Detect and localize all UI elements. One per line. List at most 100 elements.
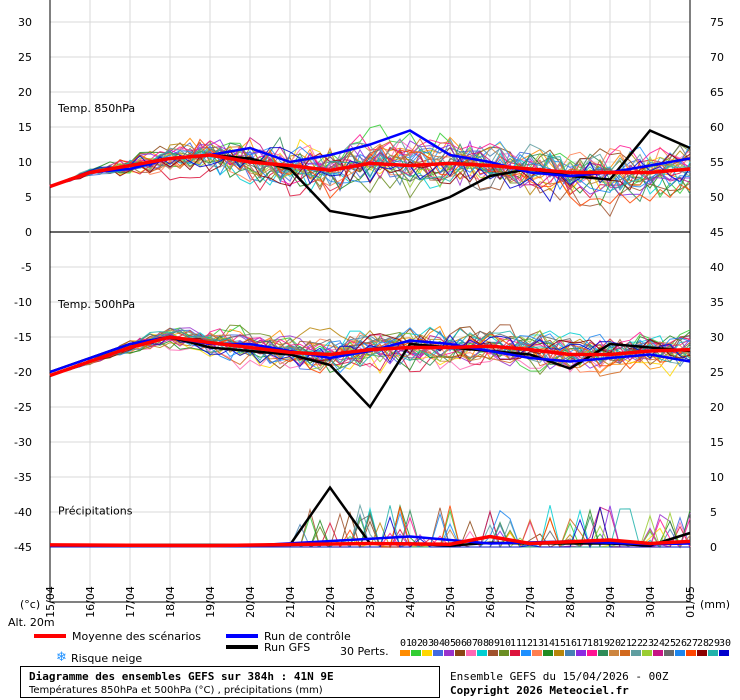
perturbation-id-label: 06	[455, 638, 467, 649]
perturbation-color-chip	[565, 650, 575, 656]
right-unit-label: (mm)	[700, 598, 730, 611]
perturbation-id-label: 20	[609, 638, 621, 649]
right-tick-label: 45	[710, 226, 724, 239]
perturbation-id-label: 21	[620, 638, 632, 649]
perturbation-color-chip	[499, 650, 509, 656]
right-tick-label: 0	[710, 541, 717, 554]
left-tick-label: -30	[14, 436, 32, 449]
perturbation-color-chip	[576, 650, 586, 656]
perturbation-id-label: 25	[664, 638, 676, 649]
perturbation-id-label: 22	[631, 638, 643, 649]
footer-subtitle: Températures 850hPa et 500hPa (°C) , pré…	[29, 685, 323, 696]
perturbation-14-t850	[49, 151, 691, 207]
left-tick-label: -35	[14, 471, 32, 484]
perturbation-id-label: 18	[587, 638, 599, 649]
left-tick-label: 5	[25, 191, 32, 204]
right-tick-label: 55	[710, 156, 724, 169]
left-tick-label: 15	[18, 121, 32, 134]
legend-gfs-label: Run GFS	[264, 641, 311, 654]
footer-title-box: Diagramme des ensembles GEFS sur 384h : …	[20, 666, 440, 698]
perturbation-color-chip	[521, 650, 531, 656]
perturbation-29-t500	[49, 330, 691, 376]
perturbation-17-t850	[49, 139, 691, 196]
perturbation-color-chip	[642, 650, 652, 656]
perturbation-id-label: 09	[488, 638, 500, 649]
perturbation-id-label: 03	[422, 638, 434, 649]
perturbation-color-chip	[444, 650, 454, 656]
chart-grid	[49, 0, 691, 602]
main-series-lines	[49, 128, 691, 548]
perturbations-label: 30 Perts.	[340, 645, 389, 658]
right-tick-label: 70	[710, 51, 724, 64]
perturbation-id-label: 26	[675, 638, 687, 649]
perturbation-color-chip	[543, 650, 553, 656]
perturbation-color-chip	[433, 650, 443, 656]
perturbation-id-label: 05	[444, 638, 456, 649]
left-tick-label: -5	[21, 261, 32, 274]
legend-control-label: Run de contrôle	[264, 630, 351, 643]
perturbation-color-chip	[488, 650, 498, 656]
perturbation-color-chip	[719, 650, 729, 656]
perturbation-color-chip	[400, 650, 410, 656]
left-tick-label: -40	[14, 506, 32, 519]
perturbation-id-label: 24	[653, 638, 665, 649]
legend-mean-label: Moyenne des scénarios	[72, 630, 201, 643]
perturbation-id-label: 02	[411, 638, 423, 649]
perturbation-id-label: 17	[576, 638, 588, 649]
perturbation-id-label: 01	[400, 638, 412, 649]
perturbation-id-label: 11	[510, 638, 522, 649]
left-tick-label: -45	[14, 541, 32, 554]
perturbation-color-chip	[598, 650, 608, 656]
legend-snow-label: Risque neige	[71, 652, 143, 665]
perturbation-color-chip	[609, 650, 619, 656]
perturbation-id-label: 13	[532, 638, 544, 649]
perturbation-id-label: 19	[598, 638, 610, 649]
perturbation-30-t500	[49, 334, 691, 376]
perturbation-color-chip	[477, 650, 487, 656]
right-tick-label: 25	[710, 366, 724, 379]
perturbation-id-label: 10	[499, 638, 511, 649]
perturbation-color-chip	[664, 650, 674, 656]
right-tick-label: 5	[710, 506, 717, 519]
perturbation-24-t500	[49, 335, 691, 376]
altitude-label: Alt. 20m	[8, 616, 55, 629]
left-tick-label: -25	[14, 401, 32, 414]
right-tick-label: 30	[710, 331, 724, 344]
copyright-line: Copyright 2026 Meteociel.fr	[450, 684, 629, 697]
right-tick-label: 20	[710, 401, 724, 414]
snowflake-icon: ❄	[56, 650, 67, 665]
left-unit-label: (°c)	[20, 598, 40, 611]
panel-label-t850: Temp. 850hPa	[57, 102, 135, 115]
perturbation-color-chip	[411, 650, 421, 656]
perturbation-color-chip	[653, 650, 663, 656]
perturbation-color-chip	[510, 650, 520, 656]
left-tick-label: 25	[18, 51, 32, 64]
perturbation-color-chip	[587, 650, 597, 656]
perturbation-color-chip	[675, 650, 685, 656]
perturbation-color-chip	[708, 650, 718, 656]
perturbation-id-label: 12	[521, 638, 533, 649]
right-tick-label: 60	[710, 121, 724, 134]
series-line-t500	[49, 335, 691, 378]
left-tick-label: -20	[14, 366, 32, 379]
perturbation-id-label: 30	[719, 638, 731, 649]
perturbation-color-chip	[631, 650, 641, 656]
perturbation-color-chip	[554, 650, 564, 656]
perturbation-id-label: 15	[554, 638, 566, 649]
left-tick-label: -10	[14, 296, 32, 309]
perturbation-id-label: 14	[543, 638, 555, 649]
series-line-precip	[49, 534, 691, 548]
right-tick-label: 40	[710, 261, 724, 274]
right-tick-label: 75	[710, 16, 724, 29]
ensemble-run-line: Ensemble GEFS du 15/04/2026 - 00Z	[450, 670, 669, 683]
perturbation-id-label: 27	[686, 638, 698, 649]
perturbation-id-label: 29	[708, 638, 720, 649]
right-tick-label: 10	[710, 471, 724, 484]
perturbation-id-label: 16	[565, 638, 577, 649]
perturbation-color-chip	[455, 650, 465, 656]
left-tick-label: 30	[18, 16, 32, 29]
series-line-t850	[49, 153, 691, 189]
panel-labels: Temp. 850hPa Temp. 500hPa Précipitations	[57, 102, 135, 518]
